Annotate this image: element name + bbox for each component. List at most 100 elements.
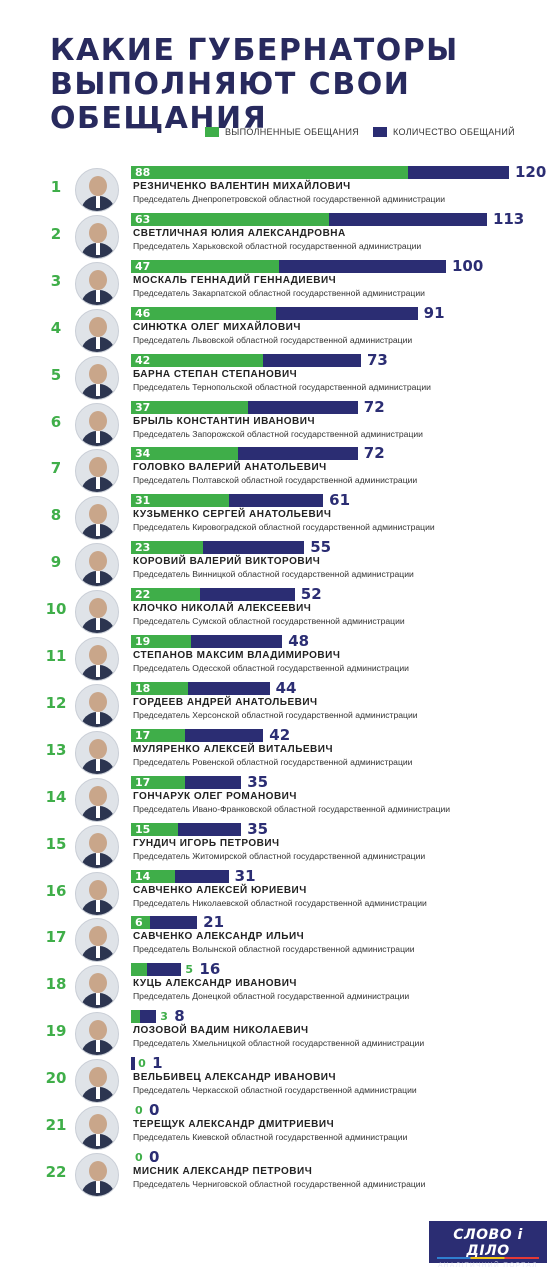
governor-post: Председатель Волынской областной государ… — [133, 944, 415, 955]
avatar-head — [89, 598, 107, 619]
governor-name: ЛОЗОВОЙ ВАДИМ НИКОЛАЕВИЧ — [133, 1025, 309, 1037]
bar-total-label: 0 — [149, 1147, 160, 1166]
rank-number: 20 — [45, 1069, 67, 1088]
avatar-tie — [96, 711, 100, 724]
avatar — [75, 449, 119, 494]
bar-done — [131, 1010, 141, 1024]
bar-total-label: 55 — [310, 538, 332, 557]
bar-total-label: 8 — [174, 1007, 185, 1026]
avatar-head — [89, 1020, 107, 1041]
avatar-head — [89, 222, 107, 243]
brand-logo: СЛОВО і ДІЛО АНАЛІТИЧНИЙ ПОРТАЛ — [429, 1221, 547, 1269]
bar-done-label: 3 — [160, 1010, 168, 1024]
avatar — [75, 168, 119, 212]
rank-number: 15 — [45, 834, 67, 853]
bar-done-label: 23 — [135, 541, 151, 555]
bar-total-label: 72 — [363, 397, 385, 416]
avatar-tie — [96, 289, 100, 302]
governor-post: Председатель Донецкой областной государс… — [133, 991, 410, 1002]
rank-number: 21 — [45, 1116, 67, 1134]
avatar — [75, 543, 119, 588]
avatar — [75, 637, 119, 681]
governor-post: Председатель Сумской областной государст… — [133, 616, 405, 627]
bar-done-label: 5 — [185, 963, 194, 977]
rank-number: 6 — [50, 412, 62, 431]
table-row: 19 3 8 ЛОЗОВОЙ ВАДИМ НИКОЛАЕВИЧ Председатель… — [0, 1007, 557, 1057]
rank-number: 14 — [45, 787, 67, 806]
governor-name: КОРОВИЙ ВАЛЕРИЙ ВИКТОРОВИЧ — [133, 556, 321, 568]
bar-done-label: 14 — [135, 869, 151, 883]
bar-done-label: 63 — [135, 212, 151, 226]
governor-post: Председатель Кировоградской областной го… — [133, 522, 435, 533]
rank-number: 10 — [45, 600, 67, 619]
bar-total-label: 0 — [149, 1101, 160, 1119]
avatar — [75, 590, 119, 635]
bar-done — [131, 635, 191, 648]
bar-done-label: 0 — [135, 1104, 143, 1117]
avatar-tie — [96, 618, 100, 631]
governor-post: Председатель Одесской областной государс… — [133, 663, 409, 673]
table-row: 10 22 52 КЛОЧКО НИКОЛАЙ АЛЕКСЕЕВИЧ Председат… — [0, 585, 557, 635]
governor-name: ГОНЧАРУК ОЛЕГ РОМАНОВИЧ — [133, 790, 297, 802]
avatar-tie — [96, 946, 100, 959]
governor-name: МИСНИК АЛЕКСАНДР ПЕТРОВИЧ — [133, 1165, 313, 1177]
bar-done-label: 19 — [135, 635, 151, 648]
avatar-tie — [96, 1087, 100, 1100]
governor-post: Председатель Киевской областной государс… — [133, 1132, 408, 1142]
rank-number: 11 — [45, 647, 67, 665]
rank-number: 18 — [45, 975, 67, 994]
avatar — [75, 355, 119, 400]
avatar — [75, 214, 119, 259]
avatar-tie — [96, 899, 100, 912]
governor-name: САВЧЕНКО АЛЕКСЕЙ ЮРИЕВИЧ — [133, 884, 307, 896]
governor-post: Председатель Днепропетровской областной … — [133, 194, 446, 204]
table-row: 3 47 100 МОСКАЛЬ ГЕННАДИЙ ГЕННАДИЕВИЧ Предсе… — [0, 257, 557, 307]
bar-total-label: 113 — [492, 209, 525, 228]
governor-name: МУЛЯРЕНКО АЛЕКСЕЙ ВИТАЛЬЕВИЧ — [133, 743, 333, 755]
rank-number: 13 — [45, 740, 67, 759]
bar-done-label: 0 — [135, 1150, 143, 1164]
avatar — [75, 1059, 119, 1104]
avatar-tie — [96, 805, 100, 818]
avatar-tie — [96, 571, 100, 584]
bar-done — [131, 166, 409, 179]
bar-total-label: 52 — [300, 585, 322, 604]
bar-done-label: 15 — [135, 822, 151, 836]
avatar — [75, 261, 119, 306]
governor-post: Председатель Черкасской областной госуда… — [133, 1085, 417, 1096]
title-line-1: КАКИЕ ГУБЕРНАТОРЫ — [50, 33, 459, 68]
avatar-tie — [96, 1134, 100, 1146]
avatar-head — [89, 410, 107, 431]
avatar — [75, 871, 119, 916]
bar-done-label: 88 — [135, 166, 151, 179]
avatar-head — [89, 785, 107, 806]
avatar — [75, 918, 119, 963]
bar-done-label: 46 — [135, 306, 151, 320]
avatar — [75, 777, 119, 822]
avatar-head — [89, 1160, 107, 1181]
bar-done — [131, 259, 280, 273]
avatar-tie — [96, 758, 100, 771]
governor-name: КУЦЬ АЛЕКСАНДР ИВАНОВИЧ — [133, 978, 297, 990]
avatar-tie — [96, 1180, 100, 1193]
avatar — [75, 1152, 119, 1197]
governor-post: Председатель Черниговской областной госу… — [133, 1178, 426, 1189]
bar-total-label: 120 — [515, 163, 547, 181]
title-line-2: ВЫПОЛНЯЮТ СВОИ ОБЕЩАНИЯ — [50, 67, 411, 136]
bar-total-label: 48 — [288, 632, 310, 650]
avatar — [75, 1106, 119, 1150]
bar-done-label: 34 — [135, 447, 151, 461]
governor-post: Председатель Винницкой областной государ… — [133, 569, 414, 580]
table-row: 18 5 16 КУЦЬ АЛЕКСАНДР ИВАНОВИЧ Председатель… — [0, 960, 557, 1010]
bar-total-label: 1 — [152, 1054, 163, 1073]
avatar-tie — [96, 477, 100, 490]
table-row: 17 6 21 САВЧЕНКО АЛЕКСАНДР ИЛЬИЧ Председател… — [0, 913, 557, 963]
bar-done-label: 47 — [135, 259, 151, 273]
table-row: 6 37 72 БРЫЛЬ КОНСТАНТИН ИВАНОВИЧ Председате… — [0, 398, 557, 448]
bar-total-label: 31 — [234, 866, 256, 885]
bar-done-label: 17 — [135, 775, 151, 789]
table-row: 5 42 73 БАРНА СТЕПАН СТЕПАНОВИЧ Председатель… — [0, 351, 557, 401]
bar-done — [131, 400, 248, 414]
legend-item-done: ВЫПОЛНЕННЫЕ ОБЕЩАНИЯ — [205, 127, 359, 137]
avatar — [75, 730, 119, 775]
